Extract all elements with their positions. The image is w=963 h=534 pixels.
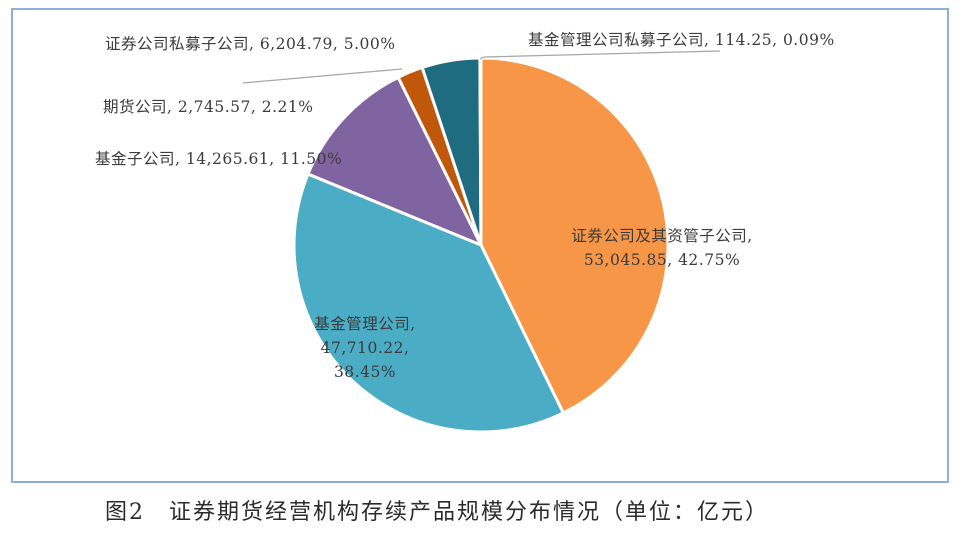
slice-securities-am — [479, 56, 670, 415]
label-fund-mgmt-name: 基金管理公司, — [314, 315, 416, 333]
figure-caption: 图2 证券期货经营机构存续产品规模分布情况（单位：亿元） — [105, 494, 769, 526]
label-securities-am-value: 53,045.85, 42.75% — [583, 251, 741, 269]
label-fund-mgmt: 基金管理公司, 47,710.22, 38.45% — [275, 312, 455, 384]
label-fund-mgmt-value: 47,710.22, — [320, 339, 410, 357]
label-fund-private: 基金管理公司私募子公司, 114.25, 0.09% — [528, 31, 835, 49]
label-futures: 期货公司, 2,745.57, 2.21% — [103, 98, 314, 116]
label-securities-am: 证券公司及其资管子公司, 53,045.85, 42.75% — [532, 224, 792, 272]
slice-fund-mgmt — [292, 172, 566, 434]
label-sec-private: 证券公司私募子公司, 6,204.79, 5.00% — [105, 35, 396, 53]
leader-line-sec-private — [242, 68, 403, 84]
label-fund-mgmt-pct: 38.45% — [333, 363, 397, 381]
leader-line-fund-private — [479, 50, 721, 60]
label-securities-am-name: 证券公司及其资管子公司, — [571, 227, 753, 245]
figure-title: 证券期货经营机构存续产品规模分布情况（单位：亿元） — [169, 500, 770, 525]
label-fund-sub: 基金子公司, 14,265.61, 11.50% — [95, 150, 343, 168]
slice-fund-sub — [306, 75, 485, 248]
slice-fund-private — [478, 56, 483, 246]
figure-number: 图2 — [105, 500, 145, 525]
